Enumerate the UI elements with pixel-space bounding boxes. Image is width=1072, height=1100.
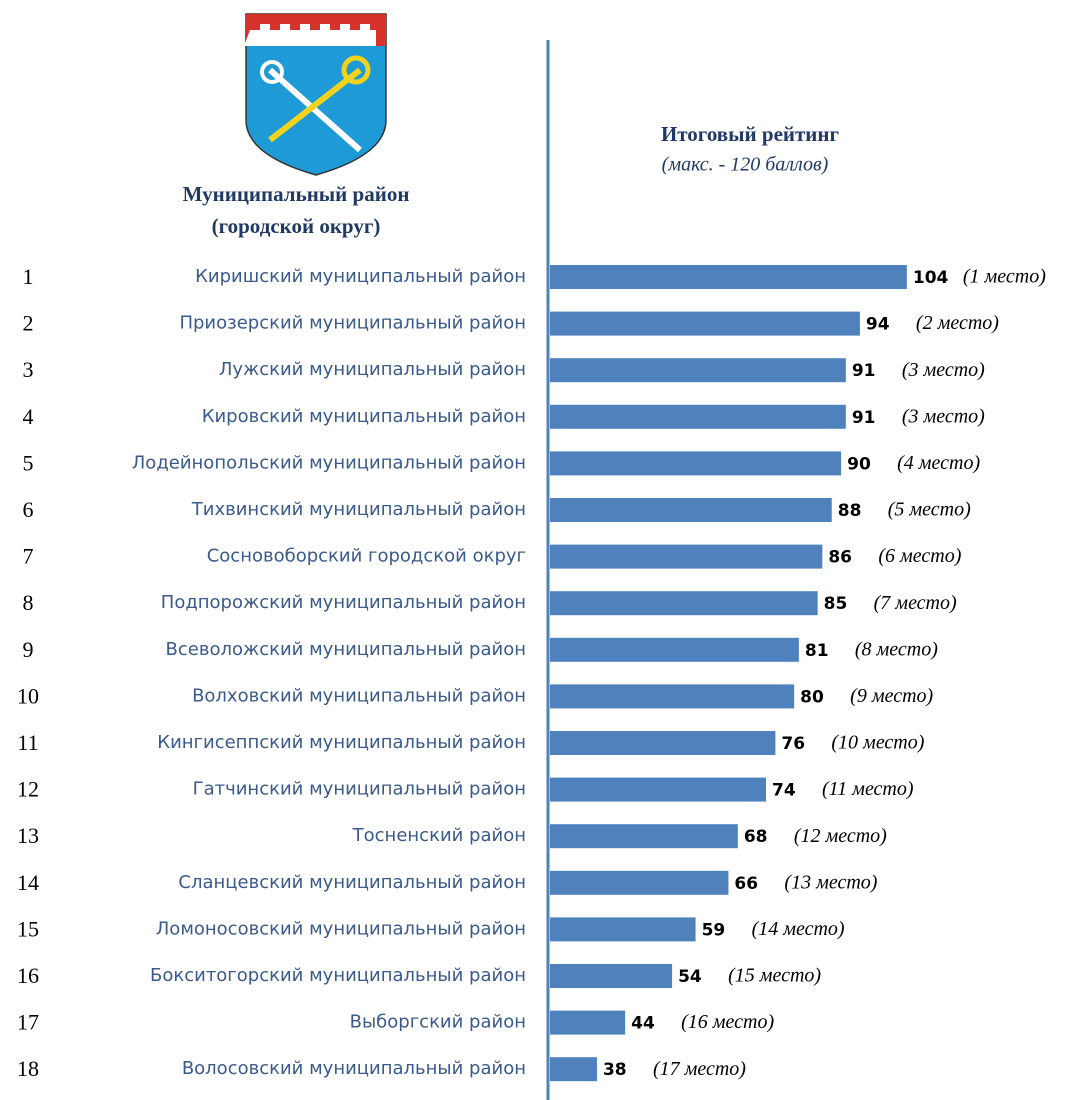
category-label: Сланцевский муниципальный район (178, 872, 526, 893)
category-label: Бокситогорский муниципальный район (150, 965, 526, 986)
bar (550, 824, 738, 849)
category-label: Кировский муниципальный район (202, 406, 526, 427)
bar (550, 684, 795, 709)
value-label: 74 (772, 781, 796, 801)
place-label: (16 место) (681, 1011, 774, 1033)
rank-label: 11 (17, 730, 38, 755)
rank-label: 17 (17, 1010, 39, 1035)
value-label: 44 (631, 1014, 655, 1034)
category-label: Волховский муниципальный район (192, 685, 526, 706)
place-label: (8 место) (855, 638, 938, 660)
value-label: 66 (734, 874, 758, 894)
bar (550, 311, 860, 336)
place-label: (11 место) (822, 778, 914, 800)
value-label: 38 (603, 1060, 627, 1080)
category-header: Муниципальный район (183, 182, 410, 206)
category-header: (городской округ) (212, 214, 381, 238)
place-label: (9 место) (850, 685, 933, 707)
rank-label: 4 (23, 404, 34, 429)
place-label: (15 место) (728, 965, 821, 987)
bar (550, 591, 818, 616)
rank-label: 16 (17, 963, 39, 988)
rank-label: 8 (23, 590, 34, 615)
rank-label: 13 (17, 823, 39, 848)
value-label: 76 (781, 734, 805, 754)
place-label: (6 место) (878, 545, 961, 567)
category-label: Тихвинский муниципальный район (191, 499, 526, 520)
category-label: Лужский муниципальный район (219, 359, 526, 380)
category-label: Волосовский муниципальный район (182, 1058, 526, 1079)
bar (550, 777, 766, 802)
rank-label: 3 (23, 357, 34, 382)
bar (550, 1057, 597, 1082)
bar (550, 544, 823, 569)
category-label: Ломоносовский муниципальный район (156, 918, 526, 939)
value-label: 85 (824, 594, 848, 614)
bar (550, 404, 846, 429)
rank-label: 12 (17, 777, 39, 802)
category-label: Выборгский район (350, 1012, 526, 1033)
chart-subtitle: (макс. - 120 баллов) (662, 154, 829, 176)
place-label: (10 место) (831, 732, 924, 754)
value-label: 81 (805, 641, 829, 661)
category-label: Киришский муниципальный район (195, 266, 526, 287)
place-label: (12 место) (794, 825, 887, 847)
place-label: (13 место) (784, 871, 877, 893)
value-label: 54 (678, 967, 702, 987)
rank-label: 15 (17, 916, 39, 941)
bar (550, 498, 832, 522)
place-label: (4 место) (897, 452, 980, 474)
value-label: 91 (852, 361, 876, 381)
value-label: 104 (913, 268, 949, 288)
value-label: 94 (866, 315, 890, 335)
value-label: 91 (852, 408, 876, 428)
bar (550, 964, 673, 988)
rank-label: 1 (23, 264, 34, 289)
chart-title: Итоговый рейтинг (661, 122, 839, 146)
place-label: (14 место) (752, 918, 845, 940)
value-label: 88 (838, 501, 862, 521)
category-label: Тосненский район (352, 825, 526, 846)
emblem (244, 13, 387, 176)
place-label: (2 место) (916, 312, 999, 334)
bar (550, 870, 729, 895)
category-label: Гатчинский муниципальный район (193, 779, 526, 800)
value-label: 68 (744, 827, 768, 847)
place-label: (5 место) (888, 499, 971, 521)
bar (550, 1010, 626, 1035)
value-label: 80 (800, 687, 824, 707)
value-label: 90 (847, 454, 871, 474)
place-label: (7 место) (874, 592, 957, 614)
category-label: Кингисеппский муниципальный район (157, 732, 526, 753)
bar (550, 731, 776, 755)
rank-label: 9 (23, 637, 34, 662)
bar (550, 451, 842, 476)
bar (550, 637, 799, 662)
bar (550, 358, 846, 383)
bar (550, 917, 696, 942)
rank-label: 2 (23, 311, 34, 336)
value-label: 86 (828, 548, 852, 568)
category-label: Приозерский муниципальный район (179, 313, 526, 334)
category-label: Всеволожский муниципальный район (166, 639, 526, 660)
value-label: 59 (702, 920, 726, 940)
rank-label: 6 (23, 497, 34, 522)
category-label: Сосновоборский городской округ (207, 546, 526, 567)
place-label: (17 место) (653, 1058, 746, 1080)
category-label: Подпорожский муниципальный район (161, 592, 526, 613)
place-label: (3 место) (902, 405, 985, 427)
bar (550, 265, 907, 289)
place-label: (1 место) (963, 266, 1046, 288)
rank-label: 18 (17, 1056, 39, 1081)
rank-label: 10 (17, 683, 39, 708)
category-label: Лодейнопольский муниципальный район (132, 452, 526, 473)
place-label: (3 место) (902, 359, 985, 381)
rank-label: 5 (23, 450, 34, 475)
rank-label: 14 (17, 870, 39, 895)
rank-label: 7 (23, 544, 34, 569)
